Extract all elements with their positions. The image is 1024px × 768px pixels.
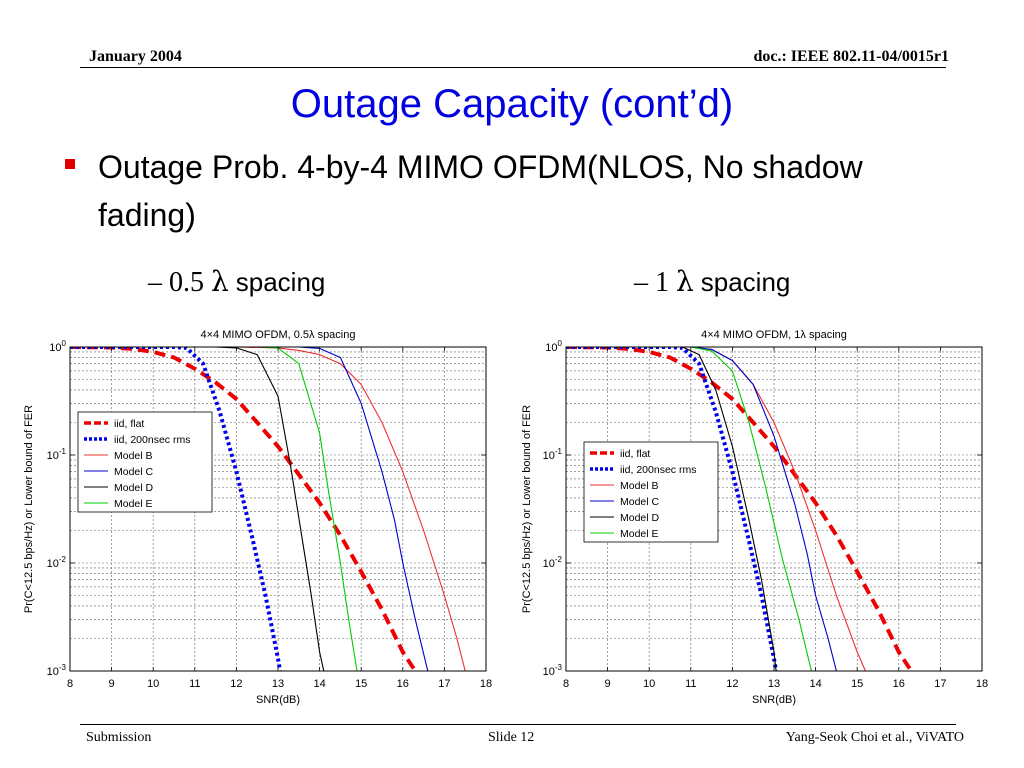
outage-chart-1-lambda: 8 9 10 11 12 13 14 15 16 17 18 100 10-1 10-2 10-3 4×4 M… bbox=[521, 329, 988, 706]
legend-box bbox=[583, 441, 719, 543]
y-tick-label: 10-1 bbox=[543, 447, 563, 462]
x-tick-label: 15 bbox=[851, 678, 863, 690]
y-tick-label: 10-3 bbox=[543, 663, 563, 678]
x-tick-label: 8 bbox=[67, 678, 73, 690]
header-rule bbox=[80, 67, 946, 68]
slide-title: Outage Capacity (cont’d) bbox=[290, 82, 734, 126]
lambda-symbol: λ bbox=[676, 265, 694, 298]
sub-bullet-left: – 0.5 λ spacing bbox=[148, 265, 325, 299]
y-axis-label: Pr(C<12.5 bps/Hz) or Lower bound of FER bbox=[23, 405, 35, 613]
sub-dash: – bbox=[634, 267, 648, 298]
legend-label: Model B bbox=[620, 480, 659, 492]
y-tick-label: 100 bbox=[545, 339, 562, 354]
x-tick-label: 14 bbox=[313, 678, 325, 690]
series-line bbox=[566, 347, 837, 671]
legend-label: Model B bbox=[114, 450, 153, 462]
series-line bbox=[70, 347, 417, 671]
y-tick-label: 10-1 bbox=[47, 447, 67, 462]
legend: iid, flat iid, 200nsec rms Model B Model C M… bbox=[77, 411, 213, 513]
legend: iid, flat iid, 200nsec rms Model B Model C M… bbox=[583, 441, 719, 543]
chart-title: 4×4 MIMO OFDM, 1λ spacing bbox=[701, 329, 847, 341]
y-tick-label: 10-2 bbox=[47, 555, 67, 570]
x-tick-label: 12 bbox=[726, 678, 738, 690]
x-tick-label: 13 bbox=[768, 678, 780, 690]
y-axis-label: Pr(C<12.5 bps/Hz) or Lower bound of FER bbox=[521, 405, 533, 613]
legend-box bbox=[77, 411, 213, 513]
x-tick-label: 8 bbox=[563, 678, 569, 690]
x-tick-label: 18 bbox=[976, 678, 988, 690]
series-line bbox=[566, 347, 777, 671]
sub-value: 1 bbox=[655, 267, 669, 298]
legend-label: Model D bbox=[114, 482, 154, 494]
legend-label: Model C bbox=[620, 496, 660, 508]
lambda-symbol: λ bbox=[211, 265, 229, 298]
series-line bbox=[566, 347, 913, 671]
outage-chart-0p5-lambda: 8 9 10 11 12 13 14 15 16 17 18 100 10-1 10-2 10-3 4×4 M… bbox=[23, 329, 492, 706]
x-tick-label: 16 bbox=[893, 678, 905, 690]
x-axis-label: SNR(dB) bbox=[256, 694, 300, 706]
ticks bbox=[69, 346, 487, 672]
footer-author: Yang-Seok Choi et al., ViVATO bbox=[785, 730, 964, 745]
x-tick-label: 18 bbox=[480, 678, 492, 690]
header-doc-id: doc.: IEEE 802.11-04/0015r1 bbox=[753, 48, 949, 65]
x-axis-label: SNR(dB) bbox=[752, 694, 796, 706]
sub-dash: – bbox=[148, 267, 162, 298]
x-tick-label: 13 bbox=[272, 678, 284, 690]
bullet-text: Outage Prob. 4-by-4 MIMO OFDM(NLOS, No s… bbox=[98, 149, 863, 233]
legend-label: Model E bbox=[620, 528, 659, 540]
x-tick-label: 10 bbox=[643, 678, 655, 690]
sub-value: 0.5 bbox=[169, 267, 204, 298]
legend-label: Model C bbox=[114, 466, 154, 478]
footer-rule bbox=[80, 724, 956, 725]
x-tick-label: 15 bbox=[355, 678, 367, 690]
legend-label: iid, flat bbox=[620, 448, 650, 460]
sub-bullet-right: – 1 λ spacing bbox=[634, 265, 790, 299]
y-tick-label: 10-3 bbox=[47, 663, 67, 678]
y-tick-label: 100 bbox=[49, 339, 66, 354]
legend-label: iid, flat bbox=[114, 418, 144, 430]
footer-submission: Submission bbox=[86, 730, 152, 745]
x-tick-label: 11 bbox=[189, 678, 200, 690]
footer-slide-number: Slide 12 bbox=[488, 730, 535, 745]
legend-label: Model D bbox=[620, 512, 660, 524]
x-tick-label: 11 bbox=[685, 678, 696, 690]
x-tick-label: 10 bbox=[147, 678, 159, 690]
x-tick-label: 12 bbox=[230, 678, 242, 690]
legend-label: Model E bbox=[114, 498, 153, 510]
sub-word: spacing bbox=[235, 267, 326, 297]
header-date: January 2004 bbox=[89, 48, 182, 65]
legend-label: iid, 200nsec rms bbox=[620, 464, 696, 476]
legend-label: iid, 200nsec rms bbox=[114, 434, 190, 446]
sub-word: spacing bbox=[700, 267, 791, 297]
x-tick-label: 17 bbox=[934, 678, 946, 690]
series-line bbox=[566, 347, 812, 671]
ticks bbox=[565, 346, 983, 672]
series-line bbox=[70, 347, 429, 671]
bullet-square-icon bbox=[65, 159, 75, 169]
x-tick-label: 9 bbox=[109, 678, 115, 690]
x-tick-label: 9 bbox=[605, 678, 611, 690]
series-group bbox=[566, 347, 913, 671]
chart-title: 4×4 MIMO OFDM, 0.5λ spacing bbox=[201, 329, 356, 341]
y-tick-label: 10-2 bbox=[543, 555, 563, 570]
x-tick-label: 16 bbox=[397, 678, 409, 690]
x-tick-label: 14 bbox=[809, 678, 821, 690]
x-tick-label: 17 bbox=[438, 678, 450, 690]
